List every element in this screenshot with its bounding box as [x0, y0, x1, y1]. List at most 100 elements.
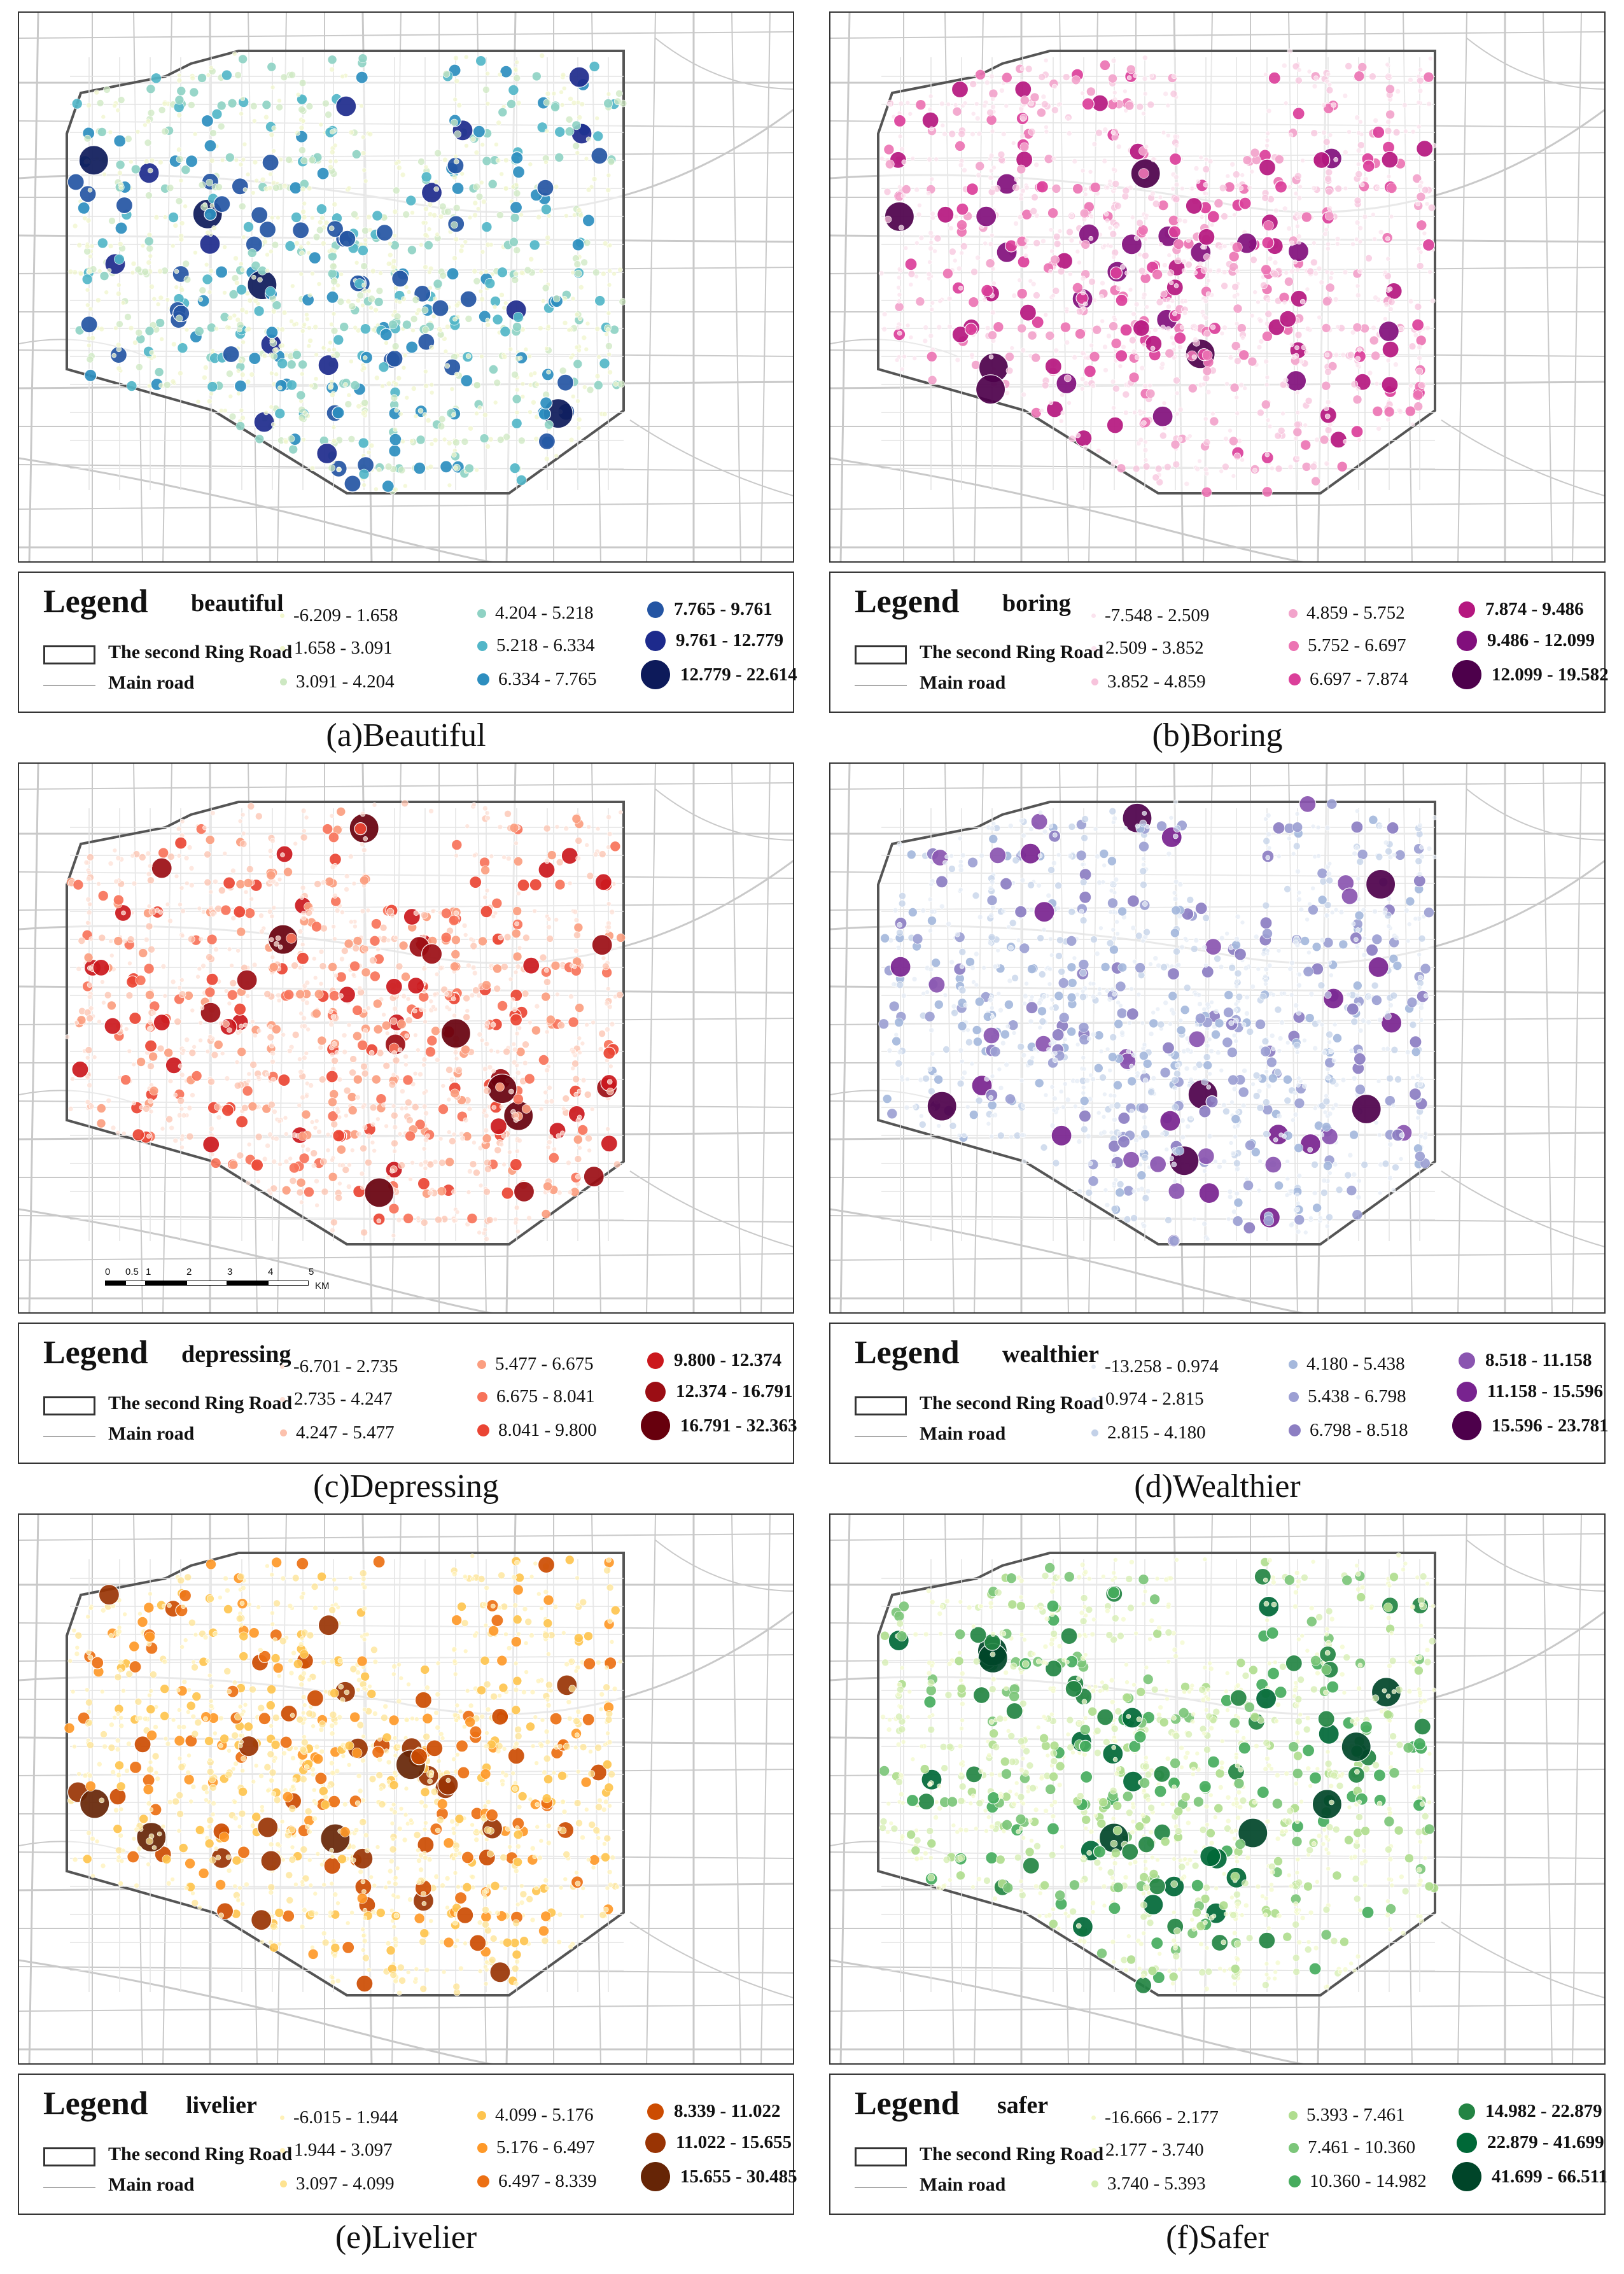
sample-point [365, 908, 371, 913]
sample-point [591, 1020, 596, 1025]
sample-point [1415, 335, 1427, 346]
sample-point [1247, 185, 1252, 190]
sample-point [532, 370, 538, 376]
sample-point [895, 325, 900, 330]
sample-point [1416, 192, 1426, 202]
sample-point [1311, 1161, 1319, 1169]
sample-point [1258, 158, 1277, 176]
sample-point [497, 72, 503, 78]
sample-point [1334, 185, 1343, 193]
sample-point [207, 381, 218, 392]
sample-point [238, 54, 248, 64]
sample-point [573, 923, 584, 932]
sample-point [179, 1137, 185, 1142]
sample-point [438, 965, 444, 971]
sample-point [500, 326, 511, 337]
sample-point [338, 993, 344, 999]
sample-point [942, 131, 948, 137]
sample-point [291, 1132, 298, 1138]
sample-point [1372, 125, 1385, 139]
sample-point [452, 1049, 459, 1055]
sample-point [545, 1144, 551, 1150]
sample-point [289, 318, 294, 324]
sample-point [326, 347, 332, 353]
sample-point [97, 1104, 106, 1113]
sample-point [1173, 239, 1184, 249]
sample-point [1300, 158, 1305, 164]
sample-point [1193, 337, 1198, 342]
sample-point [461, 923, 468, 929]
sample-point [1285, 1040, 1291, 1046]
sample-point [1177, 407, 1184, 412]
sample-point [495, 1049, 500, 1055]
sample-point [1069, 213, 1074, 218]
sample-point [71, 98, 83, 109]
sample-point [598, 850, 606, 858]
sample-point [487, 436, 494, 442]
sample-point [1159, 432, 1167, 440]
sample-point [202, 825, 207, 831]
sample-point [148, 945, 155, 953]
sample-point [1238, 349, 1250, 361]
sample-point [908, 335, 914, 340]
legend-class-label: 6.334 - 7.765 [498, 668, 597, 689]
sample-point [1291, 851, 1296, 857]
sample-point [982, 297, 987, 302]
sample-point [423, 1159, 429, 1165]
sample-point [567, 1190, 573, 1195]
sample-point [298, 414, 306, 422]
sample-point [1355, 1195, 1362, 1200]
sample-point [1168, 991, 1178, 1001]
sample-point [339, 272, 344, 277]
sample-point [563, 825, 570, 832]
sample-point [1410, 422, 1415, 427]
legend-class-label: 5.752 - 6.697 [1308, 635, 1406, 656]
sample-point [209, 1126, 214, 1132]
sample-point [1126, 75, 1132, 80]
sample-point [460, 374, 473, 388]
sample-point [87, 902, 93, 907]
sample-point [491, 898, 503, 909]
sample-point [130, 853, 135, 859]
sample-point [83, 134, 92, 143]
sample-point [493, 379, 501, 387]
sample-point [440, 932, 452, 943]
sample-point [1312, 1105, 1318, 1111]
sample-point [421, 1090, 427, 1096]
sample-point [239, 407, 244, 413]
sample-point [283, 867, 293, 877]
sample-point [108, 860, 114, 867]
sample-point [331, 311, 337, 316]
sample-point [325, 1070, 339, 1083]
sample-point [396, 1019, 407, 1029]
sample-point [1005, 352, 1014, 361]
sample-point [1383, 316, 1388, 321]
sample-point [1038, 971, 1046, 978]
sample-point [1296, 1076, 1301, 1081]
sample-point [130, 260, 137, 267]
sample-point [489, 853, 494, 859]
sample-point [927, 897, 933, 902]
sample-point [1138, 1102, 1149, 1114]
sample-point [243, 221, 254, 232]
sample-point [256, 1179, 261, 1184]
sample-point [1308, 1216, 1313, 1221]
sample-point [959, 964, 965, 969]
sample-point [263, 114, 269, 120]
sample-point [1142, 811, 1147, 816]
sample-point [885, 159, 895, 169]
sample-point [894, 1018, 904, 1027]
sample-point [1204, 938, 1222, 956]
sample-point [1195, 1061, 1203, 1069]
legend-class-symbol [1289, 608, 1298, 618]
sample-point [1392, 129, 1401, 136]
sample-point [283, 1115, 288, 1121]
sample-point [554, 153, 564, 162]
sample-point [928, 94, 934, 99]
sample-point [1190, 945, 1198, 953]
sample-point [160, 1126, 165, 1132]
sample-point [384, 340, 389, 346]
sample-point [1207, 1071, 1212, 1077]
sample-point [538, 432, 556, 451]
sample-point [328, 225, 335, 232]
